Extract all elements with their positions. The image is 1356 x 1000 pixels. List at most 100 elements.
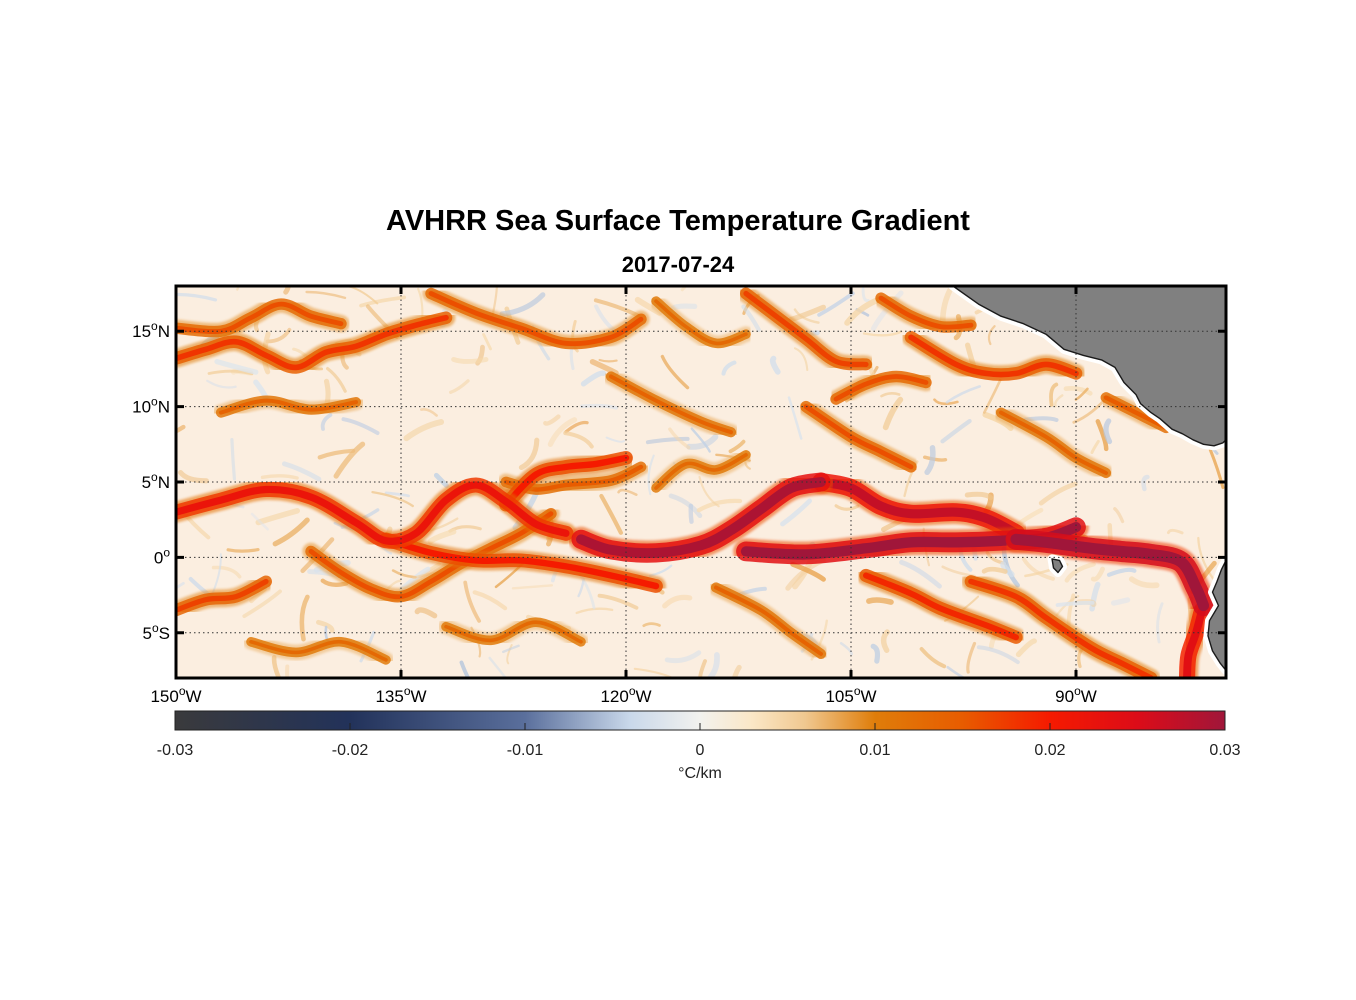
texture-streak — [1128, 576, 1160, 589]
sst-front-13 — [422, 286, 650, 353]
texture-streak — [642, 622, 661, 628]
texture-streak — [605, 436, 625, 443]
texture-streak — [861, 287, 870, 303]
texture-streak — [1000, 561, 1015, 578]
texture-streak — [451, 356, 489, 364]
sst-front-25 — [212, 392, 365, 421]
texture-streak — [281, 461, 322, 482]
texture-streak — [690, 427, 711, 453]
texture-streak — [880, 392, 901, 398]
texture-streak — [787, 396, 803, 440]
longitude-labels: 150oW 135oW 120oW 105oW 90oW — [150, 684, 1096, 706]
texture-streak — [899, 559, 942, 589]
texture-streak — [543, 414, 561, 426]
texture-streak — [688, 503, 694, 524]
sst-front-5 — [176, 474, 577, 552]
texture-streak — [1038, 481, 1078, 506]
texture-streak — [597, 593, 639, 610]
colorbar-ticks: -0.03 -0.02 -0.01 0 0.01 0.02 0.03 — [157, 723, 1241, 759]
colorbar-tick-label: 0.01 — [859, 742, 890, 759]
texture-streak — [981, 566, 1008, 574]
sst-front-0 — [568, 469, 834, 566]
texture-streak — [1089, 581, 1101, 612]
texture-streak — [1141, 474, 1150, 492]
texture-streak — [482, 333, 492, 351]
texture-streak — [176, 581, 185, 590]
texture-streak — [662, 594, 693, 609]
texture-streak — [1110, 597, 1131, 606]
sst-front-20 — [707, 579, 830, 662]
texture-streak — [499, 292, 546, 317]
map-area — [174, 284, 1228, 680]
texture-streak — [420, 408, 438, 417]
texture-streak — [580, 403, 618, 410]
texture-streak — [1054, 394, 1064, 408]
colorbar-tick-label: 0 — [696, 742, 705, 759]
texture-streak — [880, 629, 890, 653]
sst-front-8 — [496, 448, 636, 515]
texture-streak — [1090, 566, 1105, 582]
texture-streak — [472, 590, 508, 611]
texture-streak — [741, 304, 761, 332]
land-masses — [948, 286, 1226, 675]
texture-streak — [1064, 561, 1096, 583]
texture-streak — [511, 584, 553, 590]
colorbar-tick-label: 0.03 — [1209, 742, 1240, 759]
texture-streak — [1074, 387, 1089, 401]
texture-streak — [668, 493, 703, 519]
lon-label: 135oW — [375, 684, 426, 706]
texture-streak — [305, 290, 347, 300]
texture-streak — [285, 664, 290, 678]
texture-streak — [670, 303, 698, 311]
lon-label: 120oW — [600, 684, 651, 706]
texture-streak — [518, 437, 540, 471]
texture-streak — [1103, 418, 1113, 445]
sst-front-28 — [648, 447, 754, 496]
lon-label: 90oW — [1055, 684, 1097, 706]
sst-front-4 — [1175, 599, 1214, 678]
colorbar-tick-label: -0.01 — [507, 742, 544, 759]
texture-streak — [341, 417, 380, 435]
texture-streak — [403, 419, 445, 442]
texture-streak — [1049, 382, 1059, 407]
texture-streak — [1095, 419, 1109, 452]
texture-streak — [924, 445, 936, 476]
texture-streak — [696, 498, 743, 513]
texture-streak — [987, 325, 996, 346]
texture-streak — [226, 548, 260, 553]
sst-front-15 — [901, 328, 1086, 384]
texture-streak — [599, 493, 623, 535]
chart-title: AVHRR Sea Surface Temperature Gradient — [386, 205, 970, 237]
colorbar-unit: °C/km — [678, 765, 722, 782]
sst-front-19 — [856, 565, 1026, 647]
texture-streak — [707, 652, 720, 678]
texture-streak — [862, 330, 903, 337]
sst-front-23 — [992, 404, 1115, 482]
texture-streak — [870, 290, 904, 332]
lon-label: 150oW — [150, 684, 201, 706]
texture-streak — [1055, 600, 1095, 607]
land-galapagos — [1051, 558, 1064, 574]
lat-label: 5oS — [143, 621, 171, 643]
texture-streak — [271, 655, 281, 678]
texture-streak — [617, 488, 638, 496]
texture-streak — [923, 455, 948, 462]
land-central-america — [952, 286, 1226, 447]
texture-streak — [333, 441, 366, 479]
lat-label: 10oN — [132, 395, 170, 417]
sst-front-3 — [1002, 525, 1217, 620]
texture-streak — [1063, 385, 1093, 396]
colorbar-tick-label: 0.02 — [1034, 742, 1065, 759]
colorbar-tick-label: -0.03 — [157, 742, 194, 759]
texture-streak — [320, 413, 333, 431]
texture-streak — [945, 385, 981, 404]
lat-label: 0o — [154, 545, 170, 567]
texture-streak — [206, 379, 237, 389]
texture-streak — [870, 643, 881, 664]
texture-streak — [178, 469, 209, 484]
texture-streak — [817, 291, 855, 317]
texture-streak — [966, 641, 977, 674]
lat-label: 15oN — [132, 319, 170, 341]
sst-front-21 — [797, 397, 920, 476]
texture-streak — [214, 359, 259, 375]
